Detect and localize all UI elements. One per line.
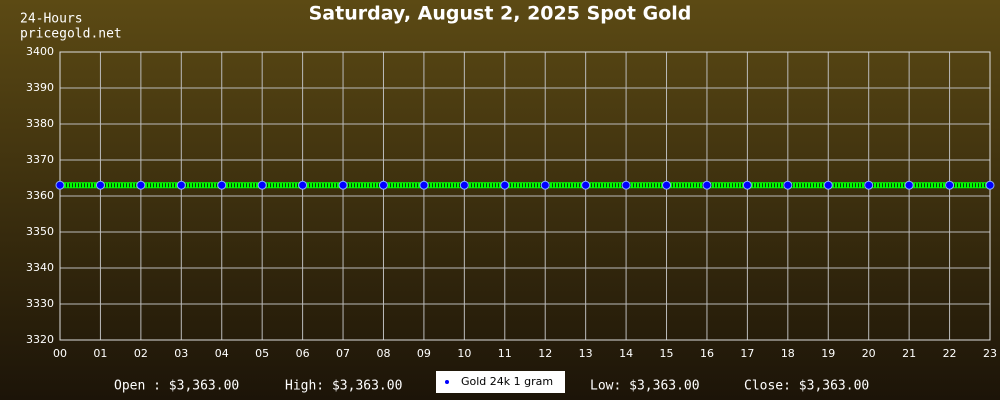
point [217,180,227,190]
point [500,180,510,190]
y-tick-label: 3400 [26,45,54,58]
y-tick-label: 3320 [26,333,54,346]
y-tick-label: 3360 [26,189,54,202]
legend-marker [445,380,449,384]
x-tick-label: 21 [902,347,916,360]
point [742,180,752,190]
point [176,180,186,190]
x-tick-label: 01 [93,347,107,360]
point [662,180,672,190]
point [55,180,65,190]
point [459,180,469,190]
x-tick-label: 06 [296,347,310,360]
summary-stat: Open : $3,363.00 [114,379,239,394]
y-tick-label: 3370 [26,153,54,166]
x-tick-label: 14 [619,347,633,360]
legend-label: Gold 24k 1 gram [461,375,553,388]
x-tick-label: 17 [740,347,754,360]
x-tick-label: 22 [943,347,957,360]
point [581,180,591,190]
point [702,180,712,190]
legend-box [436,371,565,393]
point [621,180,631,190]
point [136,180,146,190]
legend: Gold 24k 1 gram [436,371,565,393]
point [904,180,914,190]
plot-frame [59,51,991,341]
point [540,180,550,190]
point [378,180,388,190]
x-tick-label: 03 [174,347,188,360]
x-tick-label: 23 [983,347,997,360]
y-tick-label: 3340 [26,261,54,274]
point [945,180,955,190]
summary-stat: High: $3,363.00 [285,379,402,394]
point [823,180,833,190]
x-tick-label: 00 [53,347,67,360]
x-tick-label: 15 [660,347,674,360]
point [985,180,995,190]
x-tick-label: 05 [255,347,269,360]
x-tick-label: 08 [376,347,390,360]
point [864,180,874,190]
source: pricegold.net [20,27,122,42]
chart-title: Saturday, August 2, 2025 Spot Gold [309,3,692,25]
y-tick-label: 3350 [26,225,54,238]
x-tick-label: 04 [215,347,229,360]
x-tick-label: 11 [498,347,512,360]
point [783,180,793,190]
x-tick-label: 13 [579,347,593,360]
x-tick-label: 12 [538,347,552,360]
x-tick-label: 20 [862,347,876,360]
point [298,180,308,190]
x-tick-label: 19 [821,347,835,360]
summary-stat: Close: $3,363.00 [744,379,869,394]
x-tick-label: 07 [336,347,350,360]
point [257,180,267,190]
x-tick-label: 10 [457,347,471,360]
y-tick-label: 3330 [26,297,54,310]
y-tick-label: 3390 [26,81,54,94]
x-tick-label: 09 [417,347,431,360]
x-tick-label: 16 [700,347,714,360]
y-tick-label: 3380 [26,117,54,130]
x-tick-label: 02 [134,347,148,360]
point [95,180,105,190]
point [419,180,429,190]
subtitle: 24-Hours [20,12,83,27]
point [338,180,348,190]
summary-stat: Low: $3,363.00 [590,379,700,394]
x-tick-label: 18 [781,347,795,360]
